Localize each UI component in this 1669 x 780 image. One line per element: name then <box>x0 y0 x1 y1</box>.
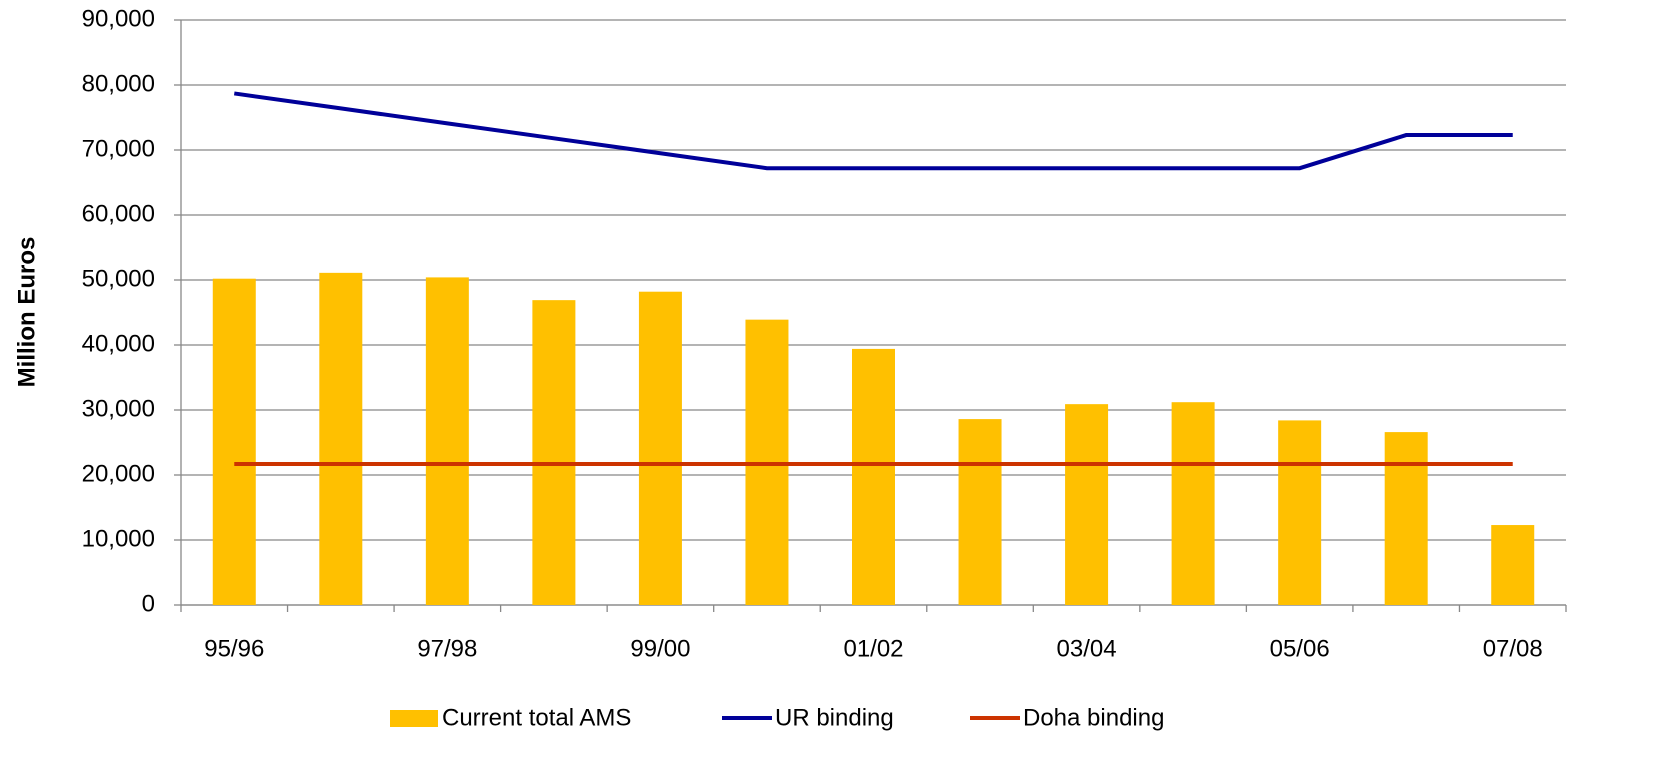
legend-label: Current total AMS <box>442 704 631 731</box>
y-axis-title: Million Euros <box>13 237 40 388</box>
bar <box>212 278 256 605</box>
x-tick-label: 05/06 <box>1270 635 1330 662</box>
legend-swatch <box>390 710 438 727</box>
x-tick-label: 01/02 <box>843 635 903 662</box>
bar <box>958 419 1002 605</box>
legend-label: Doha binding <box>1023 704 1164 731</box>
x-tick-label: 95/96 <box>204 635 264 662</box>
line <box>233 91 1513 171</box>
x-tick-label: 97/98 <box>417 635 477 662</box>
bar <box>1171 402 1215 605</box>
x-tick-label: 99/00 <box>630 635 690 662</box>
bar <box>1065 404 1109 605</box>
y-tick-label: 20,000 <box>82 460 155 487</box>
legend-label: UR binding <box>775 704 894 731</box>
y-tick-label: 50,000 <box>82 265 155 292</box>
y-tick-label: 60,000 <box>82 200 155 227</box>
bar <box>425 277 469 605</box>
bar <box>532 300 576 605</box>
y-tick-label: 0 <box>142 590 155 617</box>
bar <box>638 291 682 605</box>
y-tick-label: 70,000 <box>82 135 155 162</box>
bar <box>852 348 895 605</box>
bar <box>1491 525 1535 605</box>
y-tick-label: 90,000 <box>82 5 155 32</box>
bar <box>1384 432 1428 605</box>
bar <box>1278 420 1322 605</box>
x-tick-label: 07/08 <box>1483 635 1543 662</box>
y-tick-label: 80,000 <box>82 70 155 97</box>
bar <box>319 272 363 605</box>
y-tick-label: 30,000 <box>82 395 155 422</box>
y-tick-label: 40,000 <box>82 330 155 357</box>
y-tick-label: 10,000 <box>82 525 155 552</box>
x-tick-label: 03/04 <box>1057 635 1117 662</box>
